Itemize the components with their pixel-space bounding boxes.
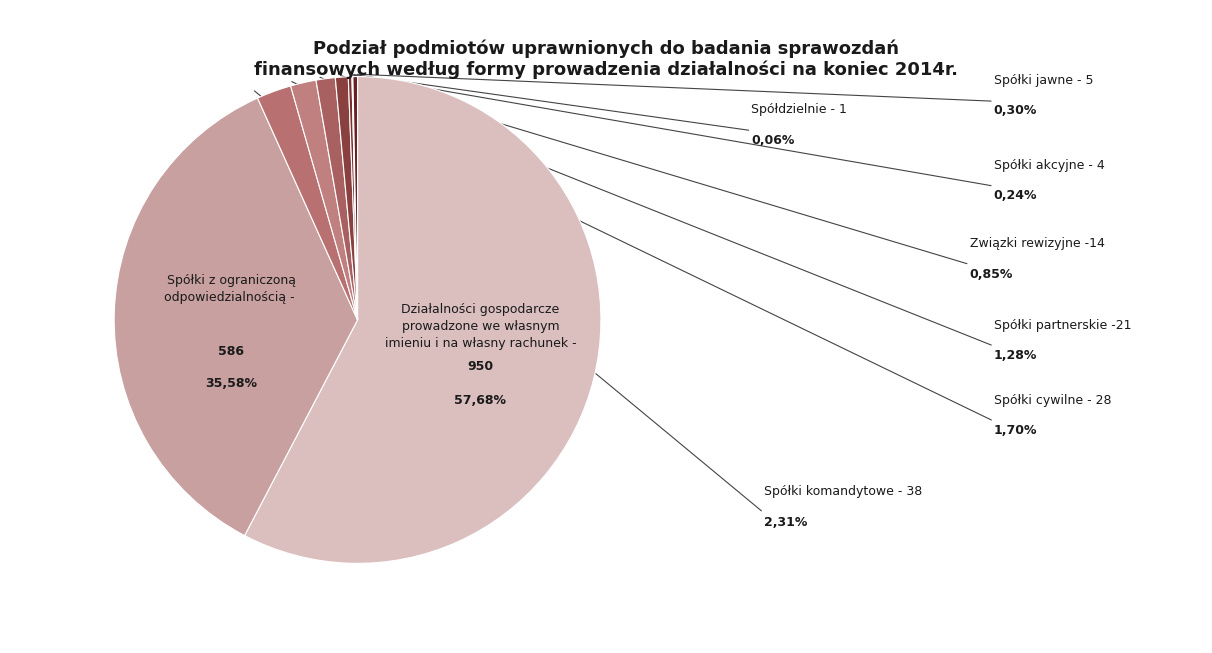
Wedge shape xyxy=(336,77,358,320)
Text: Podział podmiotów uprawnionych do badania sprawozdań
finansowych według formy pr: Podział podmiotów uprawnionych do badani… xyxy=(255,39,957,79)
Text: 950: 950 xyxy=(468,360,493,373)
Text: Spółki akcyjne - 4: Spółki akcyjne - 4 xyxy=(994,159,1104,172)
Text: Spółki partnerskie -21: Spółki partnerskie -21 xyxy=(994,319,1131,332)
Text: Spółki komandytowe - 38: Spółki komandytowe - 38 xyxy=(764,485,922,498)
Text: Działalności gospodarcze
prowadzone we własnym
imieniu i na własny rachunek -: Działalności gospodarcze prowadzone we w… xyxy=(384,303,576,350)
Wedge shape xyxy=(351,76,358,320)
Wedge shape xyxy=(245,76,601,564)
Text: Spółki cywilne - 28: Spółki cywilne - 28 xyxy=(994,394,1111,407)
Wedge shape xyxy=(316,78,358,320)
Wedge shape xyxy=(257,86,358,320)
Text: 35,58%: 35,58% xyxy=(205,377,257,390)
Text: Spółki z ograniczoną
odpowiedzialnością -: Spółki z ograniczoną odpowiedzialnością … xyxy=(164,274,298,304)
Text: 1,70%: 1,70% xyxy=(994,424,1037,438)
Text: 0,24%: 0,24% xyxy=(994,189,1037,202)
Text: 0,30%: 0,30% xyxy=(994,104,1037,118)
Text: 2,31%: 2,31% xyxy=(764,516,807,529)
Text: 57,68%: 57,68% xyxy=(454,394,507,407)
Wedge shape xyxy=(114,98,358,535)
Text: Spółdzielnie - 1: Spółdzielnie - 1 xyxy=(751,103,847,116)
Wedge shape xyxy=(291,80,358,320)
Text: Związki rewizyjne -14: Związki rewizyjne -14 xyxy=(970,237,1104,250)
Text: 586: 586 xyxy=(218,345,244,358)
Text: 1,28%: 1,28% xyxy=(994,349,1037,362)
Wedge shape xyxy=(353,76,358,320)
Text: 0,85%: 0,85% xyxy=(970,268,1013,281)
Text: 0,06%: 0,06% xyxy=(751,134,795,147)
Text: Spółki jawne - 5: Spółki jawne - 5 xyxy=(994,74,1093,87)
Wedge shape xyxy=(348,76,358,320)
